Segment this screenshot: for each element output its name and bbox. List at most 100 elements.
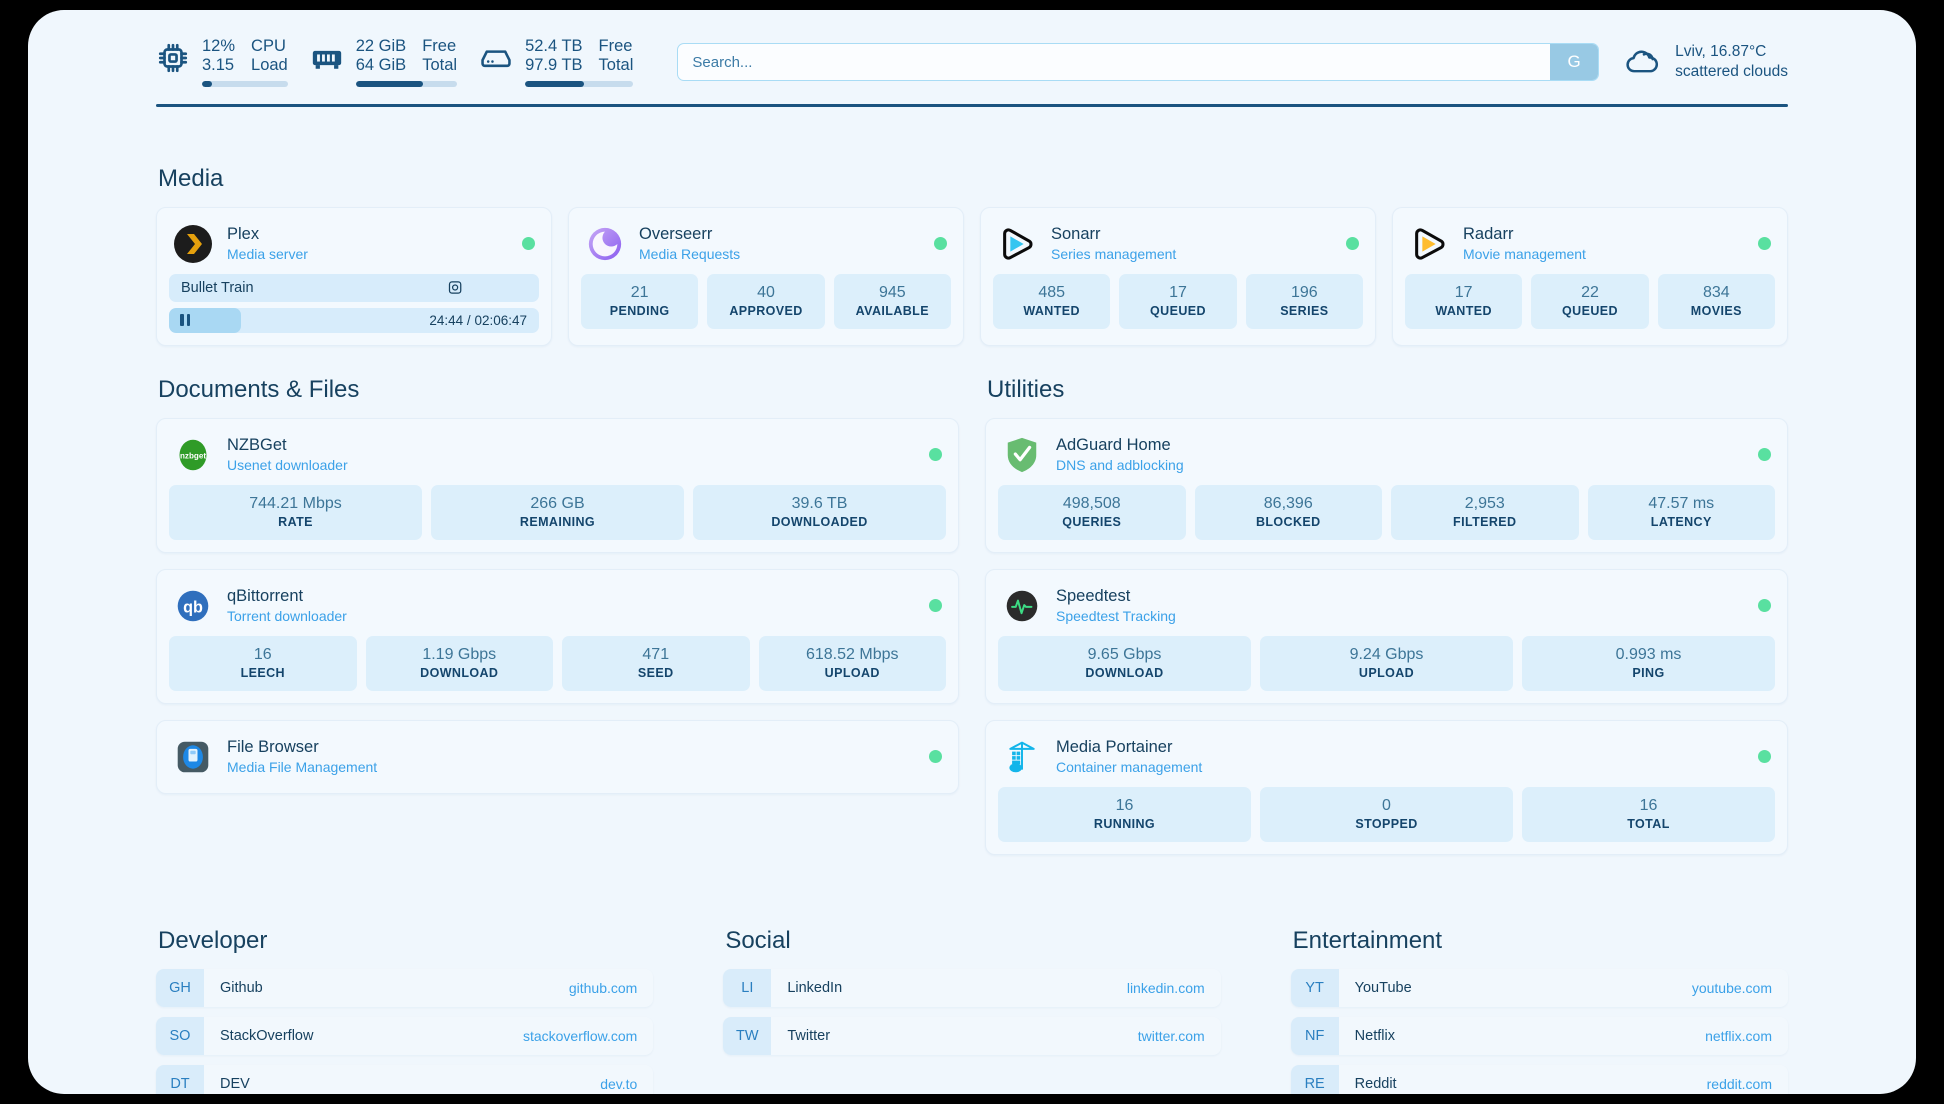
service-card-nzbget[interactable]: nzbget NZBGet Usenet downloader 744.21 M… [156, 417, 959, 553]
bookmark-item-linkedin[interactable]: LI LinkedIn linkedin.com [723, 968, 1221, 1007]
adguard-icon [1002, 435, 1042, 475]
search-input[interactable] [678, 44, 1551, 80]
stat-value: 86,396 [1263, 494, 1313, 512]
bookmark-item-twitter[interactable]: TW Twitter twitter.com [723, 1016, 1221, 1055]
status-badge-online [929, 448, 942, 461]
stat-label: UPLOAD [824, 665, 880, 680]
card-header: Speedtest Speedtest Tracking [998, 582, 1775, 636]
service-card-speedtest[interactable]: Speedtest Speedtest Tracking 9.65 Gbps D… [985, 568, 1788, 704]
service-card-adguard-home[interactable]: AdGuard Home DNS and adblocking 498,508 … [985, 417, 1788, 553]
top-status-bar: 12% 3.15 CPU Load [156, 10, 1788, 102]
stat-tile: 945 AVAILABLE [833, 273, 951, 329]
service-name: Overseerr [639, 225, 713, 243]
service-card-sonarr[interactable]: Sonarr Series management 485 WANTED 17 Q… [980, 206, 1376, 346]
stat-tile: 834 MOVIES [1657, 273, 1775, 329]
gear-icon[interactable] [383, 280, 527, 295]
stat-value: 196 [1290, 283, 1318, 301]
stat-tiles: 498,508 QUERIES 86,396 BLOCKED 2,953 FIL… [998, 484, 1775, 540]
stat-value: 47.57 ms [1648, 494, 1715, 512]
bookmark-url: reddit.com [1706, 1075, 1772, 1092]
card-header: Plex Media server [169, 220, 539, 274]
stat-label: BLOCKED [1255, 514, 1321, 529]
stat-tile: 471 SEED [562, 635, 750, 691]
disk-usage-bar [525, 81, 634, 87]
status-badge-online [1758, 750, 1771, 763]
resource-widget-disk: 52.4 TB 97.9 TB Free Total [479, 37, 634, 87]
service-subtitle: Media Requests [639, 246, 741, 262]
stat-tile: 17 QUEUED [1119, 273, 1237, 329]
now-playing-progress-bar[interactable]: 24:44 / 02:06:47 [169, 307, 539, 333]
stat-value: 17 [1454, 283, 1473, 301]
total-duration: 02:06:47 [474, 312, 527, 328]
card-header: Overseerr Media Requests [581, 220, 951, 274]
weather-widget[interactable]: Lviv, 16.87°C scattered clouds [1621, 42, 1788, 82]
card-header: Media Portainer Container management [998, 733, 1775, 787]
stat-tile: 485 WANTED [993, 273, 1111, 329]
service-card-media-portainer[interactable]: Media Portainer Container management 16 … [985, 719, 1788, 855]
search-submit-button[interactable]: G [1550, 44, 1599, 80]
service-card-file-browser[interactable]: File Browser Media File Management [156, 719, 959, 794]
qbittorrent-icon: qb [173, 586, 213, 626]
stat-tile: 2,953 FILTERED [1391, 484, 1579, 540]
stat-value: 498,508 [1062, 494, 1121, 512]
stat-value: 9.24 Gbps [1349, 645, 1424, 663]
stat-tile: 744.21 Mbps RATE [169, 484, 422, 540]
stat-label: STOPPED [1355, 816, 1418, 831]
stat-value: 485 [1038, 283, 1066, 301]
status-badge-online [1758, 599, 1771, 612]
disk-total-value: 97.9 TB [525, 56, 583, 74]
bookmark-item-reddit[interactable]: RE Reddit reddit.com [1290, 1064, 1788, 1094]
cloud-icon [1621, 45, 1663, 79]
section-title-social: Social [725, 926, 791, 954]
bookmark-group-developer: Developer GH Github github.com SO StackO… [156, 927, 654, 1094]
bookmark-name: StackOverflow [220, 1027, 314, 1044]
section-title-documents: Documents & Files [158, 375, 360, 403]
stat-tile: 266 GB REMAINING [431, 484, 684, 540]
bookmark-item-github[interactable]: GH Github github.com [156, 968, 654, 1007]
bookmark-item-netflix[interactable]: NF Netflix netflix.com [1290, 1016, 1788, 1055]
stat-tile: 0 STOPPED [1260, 786, 1513, 842]
media-card-row: Plex Media server Bullet Train [156, 206, 1788, 346]
stat-tile: 40 APPROVED [707, 273, 825, 329]
service-card-qbittorrent[interactable]: qb qBittorrent Torrent downloader 16 LEE… [156, 568, 959, 704]
bookmark-name: Reddit [1354, 1075, 1397, 1092]
bookmark-url: netflix.com [1705, 1027, 1772, 1044]
stat-value: 16 [253, 645, 272, 663]
bookmark-item-dev[interactable]: DT DEV dev.to [156, 1064, 654, 1094]
stat-label: SERIES [1280, 303, 1329, 318]
bookmark-item-youtube[interactable]: YT YouTube youtube.com [1290, 968, 1788, 1007]
cpu-icon [156, 41, 190, 75]
stat-value: 471 [642, 645, 670, 663]
section-documents-files: Documents & Files nzbget NZBGet Usenet d… [156, 376, 959, 871]
card-header: File Browser Media File Management [169, 733, 946, 781]
memory-usage-bar [355, 81, 458, 87]
service-card-plex[interactable]: Plex Media server Bullet Train [156, 206, 552, 346]
stat-tiles: 16 RUNNING 0 STOPPED 16 TOTAL [998, 786, 1775, 842]
stat-tiles: 17 WANTED 22 QUEUED 834 MOVIES [1405, 273, 1775, 329]
service-card-overseerr[interactable]: Overseerr Media Requests 21 PENDING 40 A… [568, 206, 964, 346]
bookmark-item-stackoverflow[interactable]: SO StackOverflow stackoverflow.com [156, 1016, 654, 1055]
stat-label: SEED [637, 665, 674, 680]
search-bar[interactable]: G [677, 43, 1600, 81]
bookmark-abbr: GH [156, 968, 204, 1007]
stat-label: REMAINING [519, 514, 596, 529]
bookmark-list: GH Github github.com SO StackOverflow st… [156, 968, 654, 1094]
service-subtitle: Movie management [1463, 246, 1586, 262]
cpu-usage-bar [202, 81, 288, 87]
svg-text:nzbget: nzbget [180, 451, 206, 460]
radarr-icon [1409, 224, 1449, 264]
stat-value: 0 [1382, 796, 1391, 814]
pause-icon[interactable] [180, 314, 190, 326]
status-badge-online [1758, 448, 1771, 461]
stat-tile: 17 WANTED [1405, 273, 1523, 329]
section-media: Media Plex Media server [156, 165, 1788, 346]
service-subtitle: Speedtest Tracking [1056, 608, 1176, 624]
service-name: Media Portainer [1056, 738, 1173, 756]
stat-value: 39.6 TB [791, 494, 848, 512]
stat-tile: 0.993 ms PING [1522, 635, 1775, 691]
portainer-icon [1002, 737, 1042, 777]
service-name: NZBGet [227, 436, 287, 454]
dashboard-screen: 12% 3.15 CPU Load [28, 10, 1916, 1094]
service-card-radarr[interactable]: Radarr Movie management 17 WANTED 22 QUE… [1392, 206, 1788, 346]
overseerr-icon [585, 224, 625, 264]
